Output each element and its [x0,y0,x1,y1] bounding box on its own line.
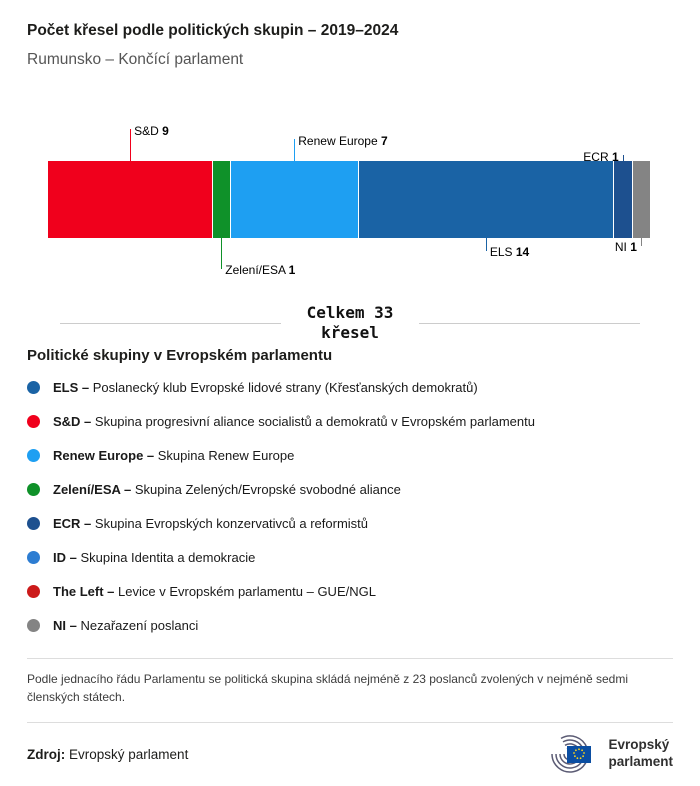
callout-label-greens: Zelení/ESA 1 [225,263,296,277]
callout-line-sd [130,129,132,161]
legend-color-dot [27,550,40,564]
legend-color-dot [27,448,40,462]
legend-item-7: NI – Nezařazení poslanci [27,608,673,642]
legend-list: ELS – Poslanecký klub Evropské lidové st… [27,370,673,642]
callout-label-sd: S&D 9 [134,124,169,138]
bar-segment-els[interactable] [358,161,614,238]
source-label: Zdroj: [27,746,66,762]
eu-flag-stars [573,748,586,760]
legend-item-text: ELS – Poslanecký klub Evropské lidové st… [53,379,478,395]
seat-chart: S&D 9 Zelení/ESA 1 Renew Europe 7 ELS 14 ECR… [0,116,700,301]
total-divider-right [419,322,641,324]
seat-bar [48,161,650,238]
legend-color-dot [27,482,40,496]
callout-label-ni: NI 1 [614,240,637,254]
page-title: Počet křesel podle politických skupin – … [27,22,399,39]
source-value: Evropský parlament [69,746,189,762]
bar-segment-greens[interactable] [212,161,231,238]
total-seats-line1: Celkem 33 [306,303,394,322]
legend-item-0: ELS – Poslanecký klub Evropské lidové st… [27,370,673,404]
bar-segment-ni[interactable] [631,161,650,238]
source-row: Zdroj: Evropský parlament [27,733,673,775]
legend-item-text: Zelení/ESA – Skupina Zelených/Evropské s… [53,481,401,497]
ep-logo-line1: Evropský [608,737,670,753]
total-seats: Celkem 33 křesel [60,303,641,343]
footnote: Podle jednacího řádu Parlamentu se polit… [27,672,629,704]
callout-line-els [485,238,487,251]
legend-item-text: The Left – Levice v Evropském parlamentu… [53,583,376,599]
source: Zdroj: Evropský parlament [27,747,188,762]
total-divider-left [60,322,281,324]
ep-hemicycle-icon [551,735,592,773]
legend-item-text: ECR – Skupina Evropských konzervativců a… [53,515,369,531]
legend-item-3: Zelení/ESA – Skupina Zelených/Evropské s… [27,472,673,506]
bar-segment-ecr[interactable] [613,161,632,238]
source-divider [27,722,673,723]
legend-item-2: Renew Europe – Skupina Renew Europe [27,438,673,472]
ep-logo-line2: parlament [608,754,673,769]
callout-label-renew: Renew Europe 7 [298,134,388,148]
bar-segment-renew[interactable] [230,161,359,238]
legend-item-5: ID – Skupina Identita a demokracie [27,540,673,574]
legend-color-dot [27,414,40,428]
ep-logo-wordmark: Evropský parlament [608,737,673,771]
legend: Politické skupiny v Evropském parlamentu… [0,347,700,642]
legend-item-1: S&D – Skupina progresivní aliance social… [27,404,673,438]
footnote-divider [27,658,673,659]
callout-line-greens [221,238,223,269]
ep-logo: Evropský parlament [540,733,673,775]
legend-item-text: NI – Nezařazení poslanci [53,617,199,633]
total-seats-label: Celkem 33 křesel [307,303,394,343]
legend-item-text: ID – Skupina Identita a demokracie [53,549,256,565]
eu-flag-icon [567,746,592,763]
bar-segment-sd[interactable] [48,161,213,238]
callout-line-renew [294,139,296,161]
legend-color-dot [27,584,40,598]
legend-color-dot [27,516,40,530]
callout-line-ni [640,238,642,246]
legend-heading: Politické skupiny v Evropském parlamentu [27,347,333,364]
header: Počet křesel podle politických skupin – … [0,0,700,69]
total-seats-line2: křesel [321,323,379,342]
legend-item-4: ECR – Skupina Evropských konzervativců a… [27,506,673,540]
legend-item-text: S&D – Skupina progresivní aliance social… [53,413,535,429]
legend-color-dot [27,380,40,394]
legend-color-dot [27,618,40,632]
callout-label-els: ELS 14 [489,245,530,259]
legend-item-text: Renew Europe – Skupina Renew Europe [53,447,295,463]
legend-item-6: The Left – Levice v Evropském parlamentu… [27,574,673,608]
page-subtitle: Rumunsko – Končící parlament [27,51,244,68]
callout-label-ecr: ECR 1 [583,150,619,164]
callout-line-ecr [622,155,624,161]
